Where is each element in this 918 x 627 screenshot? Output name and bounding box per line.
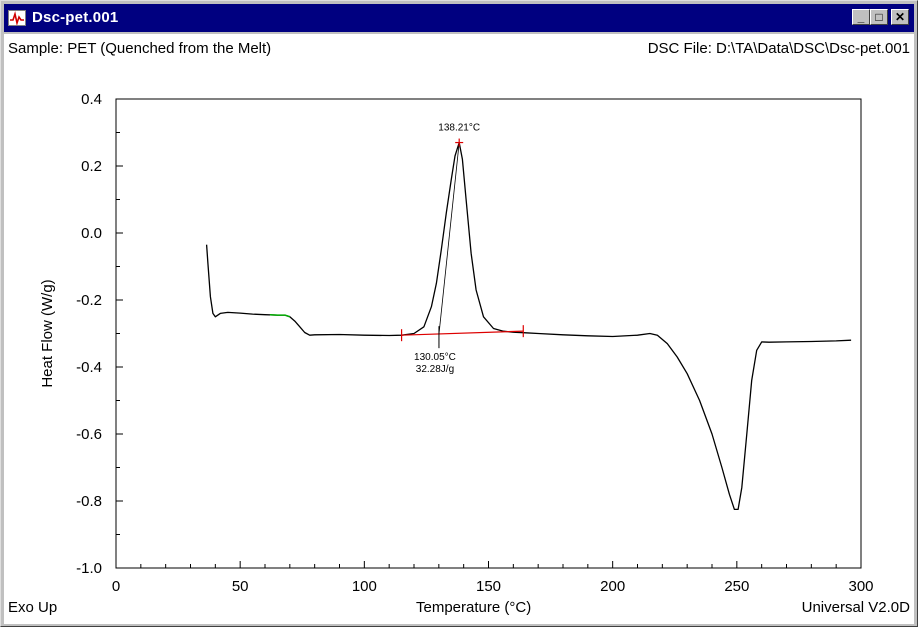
x-tick-label: 200 — [600, 578, 625, 595]
y-tick-label: -0.4 — [76, 359, 102, 376]
onset-tangent — [438, 142, 460, 335]
window-title: Dsc-pet.001 — [32, 9, 119, 26]
y-axis-title: Heat Flow (W/g) — [39, 279, 56, 387]
close-button[interactable]: ✕ — [891, 9, 909, 25]
plot-frame — [115, 98, 862, 569]
close-icon: ✕ — [894, 10, 906, 24]
x-axis-title: Temperature (°C) — [416, 599, 532, 616]
highlight-segment — [269, 313, 291, 318]
y-tick-label: -0.8 — [76, 493, 102, 510]
maximize-button[interactable]: □ — [870, 9, 888, 25]
enthalpy-label: 32.28J/g — [416, 364, 454, 375]
x-tick-label: 50 — [232, 578, 249, 595]
x-tick-label: 0 — [112, 578, 120, 595]
y-tick-label: 0.0 — [81, 225, 102, 242]
exo-up-label: Exo Up — [8, 599, 58, 616]
sample-label: Sample: PET (Quenched from the Melt) — [8, 40, 272, 57]
dsc-chart-icon[interactable] — [8, 10, 26, 26]
peak-temperature-label: 138.21°C — [438, 123, 480, 134]
y-tick-label: -0.2 — [76, 292, 102, 309]
x-tick-label: 250 — [724, 578, 749, 595]
y-tick-label: -0.6 — [76, 426, 102, 443]
y-tick-label: 0.2 — [81, 158, 102, 175]
maximize-icon: □ — [875, 10, 883, 24]
x-tick-label: 300 — [848, 578, 873, 595]
y-tick-label: -1.0 — [76, 560, 102, 577]
onset-temperature-label: 130.05°C — [414, 352, 456, 363]
x-tick-label: 100 — [352, 578, 377, 595]
plot-area: Sample: PET (Quenched from the Melt) DSC… — [4, 34, 914, 624]
minimize-icon: _ — [857, 10, 865, 24]
file-label: DSC File: D:\TA\Data\DSC\Dsc-pet.001 — [647, 40, 910, 57]
minimize-button[interactable]: _ — [852, 9, 870, 25]
dsc-chart: 0 50 100 150 200 250 300 0.4 0.2 0.0 -0.2 -0.4 -0.6 -… — [39, 91, 874, 595]
x-tick-label: 150 — [476, 578, 501, 595]
heat-flow-curve — [205, 141, 852, 511]
title-bar[interactable]: Dsc-pet.001 _ □ ✕ — [4, 4, 914, 32]
version-label: Universal V2.0D — [801, 599, 910, 616]
integration-baseline — [401, 330, 524, 336]
y-tick-label: 0.4 — [81, 91, 102, 108]
